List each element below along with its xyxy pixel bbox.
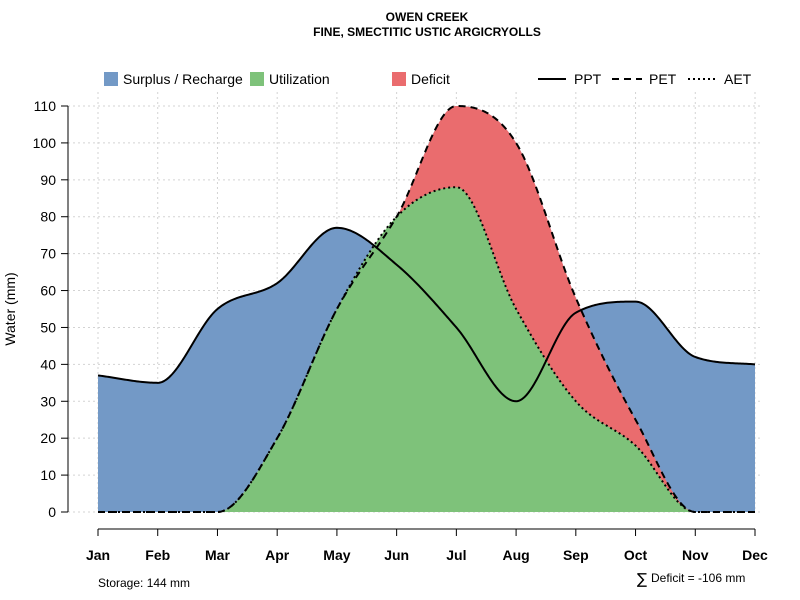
series-line-pet <box>98 104 755 513</box>
x-tick-label-mar: Mar <box>205 547 230 563</box>
y-tick-label: 10 <box>40 467 56 483</box>
series-lines <box>97 104 756 513</box>
summation-icon: ∑ <box>637 570 647 588</box>
chart-title: OWEN CREEK <box>386 10 469 24</box>
axes: 0 10 20 30 40 50 60 70 80 90 100 110 Jan Feb Mar Apr May… <box>33 98 768 563</box>
x-tick-label-nov: Nov <box>682 547 709 563</box>
x-tick-label-oct: Oct <box>624 547 648 563</box>
legend-swatch-utilization <box>250 72 264 86</box>
y-axis-title: Water (mm) <box>2 272 18 345</box>
y-tick-label: 110 <box>34 98 57 114</box>
legend-label-utilization: Utilization <box>269 71 330 87</box>
chart-subtitle: FINE, SMECTITIC USTIC ARGICRYOLLS <box>313 25 541 39</box>
y-tick-label: 80 <box>40 209 56 225</box>
legend-label-pet: PET <box>649 71 677 87</box>
series-line-ppt <box>97 226 756 403</box>
y-tick-label: 50 <box>40 319 56 335</box>
legend-label-ppt: PPT <box>574 71 602 87</box>
y-tick-label: 40 <box>40 356 56 372</box>
x-tick-label-jun: Jun <box>384 547 409 563</box>
utilization-area <box>98 187 755 512</box>
legend-label-deficit: Deficit <box>411 71 450 87</box>
storage-annotation: Storage: 144 mm <box>98 576 190 590</box>
series-line-aet <box>98 186 755 513</box>
x-tick-label-sep: Sep <box>563 547 589 563</box>
x-tick-label-feb: Feb <box>145 547 170 563</box>
y-tick-label: 90 <box>40 172 56 188</box>
water-balance-areas <box>98 106 755 512</box>
x-tick-label-jan: Jan <box>86 547 110 563</box>
y-tick-label: 100 <box>33 135 57 151</box>
x-tick-label-aug: Aug <box>502 547 529 563</box>
legend-swatch-surplus <box>104 72 118 86</box>
y-tick-label: 20 <box>40 430 56 446</box>
x-tick-label-dec: Dec <box>742 547 768 563</box>
legend-label-aet: AET <box>724 71 752 87</box>
x-tick-label-apr: Apr <box>265 547 290 563</box>
x-tick-label-jul: Jul <box>446 547 466 563</box>
legend-swatch-deficit <box>392 72 406 86</box>
legend: Surplus / Recharge Utilization Deficit P… <box>104 71 752 87</box>
y-tick-label: 60 <box>40 283 56 299</box>
y-tick-label: 70 <box>40 246 56 262</box>
x-tick-label-may: May <box>323 547 350 563</box>
y-tick-label: 30 <box>40 393 56 409</box>
y-tick-label: 0 <box>48 504 56 520</box>
legend-label-surplus: Surplus / Recharge <box>123 71 243 87</box>
deficit-annotation: Deficit = -106 mm <box>651 571 745 585</box>
